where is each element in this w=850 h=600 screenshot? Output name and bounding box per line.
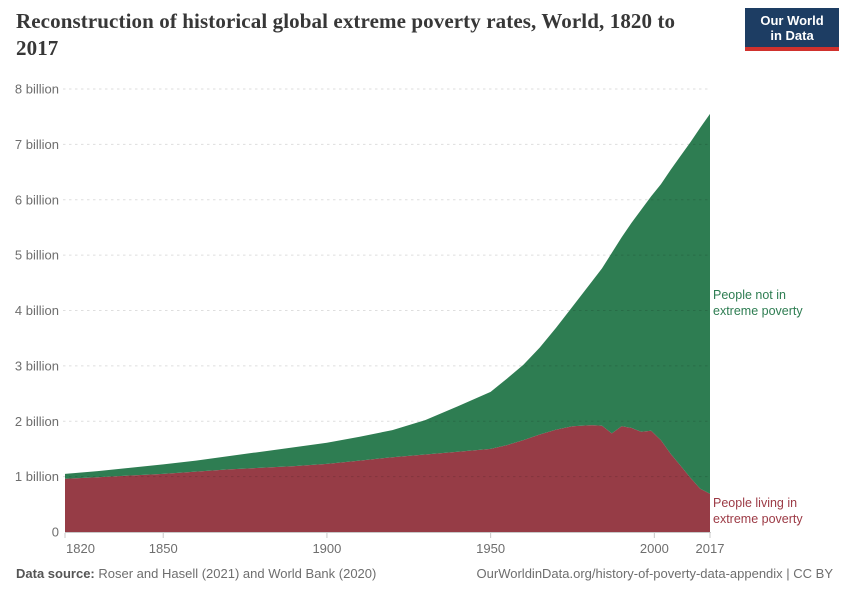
data-source-note: Data source: Roser and Hasell (2021) and… [16,566,376,581]
owid-logo-line2: in Data [770,28,814,43]
y-tick-label: 1 billion [15,469,59,484]
page-title: Reconstruction of historical global extr… [16,9,676,60]
y-tick-label: 4 billion [15,303,59,318]
y-tick-label: 2 billion [15,414,59,429]
y-tick-label: 0 [52,525,59,540]
area-people-living-in-extreme-poverty[interactable] [65,425,710,532]
x-tick-label: 2017 [696,541,725,556]
data-source-label: Data source: [16,566,95,581]
owid-logo[interactable]: Our World in Data [745,8,839,51]
stacked-area-chart[interactable]: 0 1 billion 2 billion 3 billion 4 billion 5 b… [0,75,850,565]
x-tick-label: 2000 [640,541,669,556]
series-label-not-in-extreme-poverty: People not in extreme poverty [713,288,803,318]
credit-link[interactable]: OurWorldinData.org/history-of-poverty-da… [476,566,833,581]
owid-logo-line1: Our World [760,13,824,28]
x-tick-label: 1900 [312,541,341,556]
y-tick-label: 3 billion [15,358,59,373]
x-tick-label: 1950 [476,541,505,556]
data-source-text: Roser and Hasell (2021) and World Bank (… [98,566,377,581]
chart-canvas: 0 1 billion 2 billion 3 billion 4 billion 5 b… [0,75,850,565]
y-tick-label: 7 billion [15,137,59,152]
y-tick-label: 5 billion [15,248,59,263]
x-tick-label: 1850 [149,541,178,556]
area-people-not-in-extreme-poverty[interactable] [65,113,710,494]
x-tick-label: 1820 [66,541,95,556]
y-tick-label: 6 billion [15,192,59,207]
y-tick-label: 8 billion [15,82,59,97]
series-label-living-in-extreme-poverty: People living in extreme poverty [713,496,803,526]
